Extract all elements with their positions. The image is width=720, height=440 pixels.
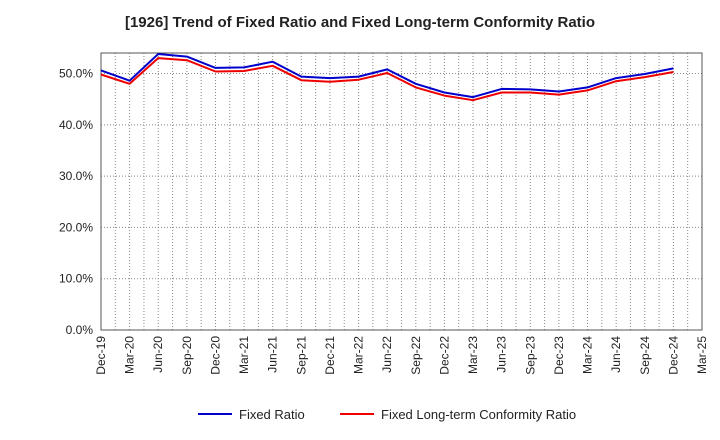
x-tick-label: Jun-24 bbox=[609, 336, 623, 373]
x-tick-label: Jun-20 bbox=[151, 336, 165, 373]
plot-frame bbox=[100, 52, 703, 331]
series-line-1 bbox=[100, 53, 674, 99]
x-tick-label: Dec-21 bbox=[323, 336, 337, 375]
x-tick-label: Mar-25 bbox=[695, 336, 709, 374]
chart-title: [1926] Trend of Fixed Ratio and Fixed Lo… bbox=[124, 14, 596, 31]
x-tick-label: Sep-23 bbox=[523, 336, 537, 375]
y-tick-label: 40.0% bbox=[59, 118, 93, 132]
x-tick-label: Mar-21 bbox=[237, 336, 251, 374]
legend-label: Fixed Ratio bbox=[239, 407, 305, 422]
y-tick-label: 10.0% bbox=[59, 272, 93, 286]
series-line-2 bbox=[100, 57, 674, 102]
x-tick-label: Mar-23 bbox=[466, 336, 480, 374]
x-tick-label: Dec-23 bbox=[552, 336, 566, 375]
x-tick-label: Mar-24 bbox=[581, 336, 595, 374]
x-tick-label: Sep-21 bbox=[294, 336, 308, 375]
x-tick-label: Dec-22 bbox=[437, 336, 451, 375]
y-tick-label: 50.0% bbox=[59, 67, 93, 81]
x-tick-label: Dec-19 bbox=[94, 336, 108, 375]
x-tick-label: Sep-22 bbox=[409, 336, 423, 375]
x-tick-label: Sep-20 bbox=[180, 336, 194, 375]
y-tick-label: 0.0% bbox=[66, 323, 94, 337]
x-tick-label: Mar-22 bbox=[352, 336, 366, 374]
y-tick-label: 30.0% bbox=[59, 169, 93, 183]
x-tick-label: Dec-20 bbox=[208, 336, 222, 375]
x-tick-label: Sep-24 bbox=[638, 336, 652, 375]
x-tick-label: Mar-20 bbox=[123, 336, 137, 374]
x-tick-label: Jun-21 bbox=[266, 336, 280, 373]
x-tick-label: Dec-24 bbox=[666, 336, 680, 375]
y-tick-label: 20.0% bbox=[59, 220, 93, 234]
x-tick-label: Jun-22 bbox=[380, 336, 394, 373]
x-tick-label: Jun-23 bbox=[495, 336, 509, 373]
legend-label: Fixed Long-term Conformity Ratio bbox=[381, 407, 576, 422]
